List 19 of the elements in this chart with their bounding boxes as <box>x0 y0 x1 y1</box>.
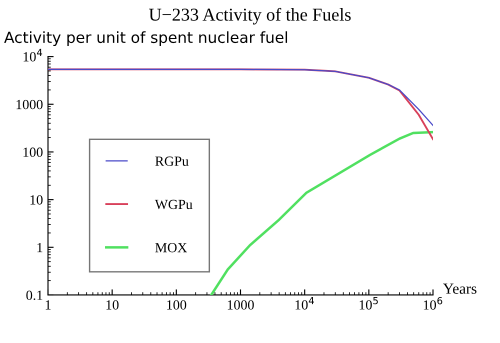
x-tick-label: 1000 <box>228 300 254 310</box>
x-tick-label: 10 <box>106 300 119 310</box>
y-tick-label: 10$^{4}$ <box>24 48 42 62</box>
y-tick-label: 10 <box>30 195 43 205</box>
chart-title: U−233 Activity of the Fuels <box>148 8 351 24</box>
legend-label: WGPu <box>154 200 192 210</box>
x-tick-label: 10$^{4}$ <box>296 297 314 310</box>
x-tick-label: 1 <box>46 300 51 310</box>
x-tick-label: 100 <box>167 300 186 310</box>
x-tick-label: 10$^{5}$ <box>360 297 378 310</box>
chart-subtitle: Activity per unit of spent nuclear fuel <box>4 31 288 46</box>
y-tick-label: 0.1 <box>26 290 42 300</box>
y-tick-label: 1 <box>37 242 42 252</box>
x-tick-label: 10$^{6}$ <box>424 297 442 310</box>
y-tick-label: 1000 <box>16 100 43 110</box>
y-tick-label: 100 <box>24 148 43 157</box>
x-axis-title: Years <box>443 284 476 294</box>
legend-label: MOX <box>155 243 188 252</box>
legend-label: RGPu <box>155 156 189 166</box>
